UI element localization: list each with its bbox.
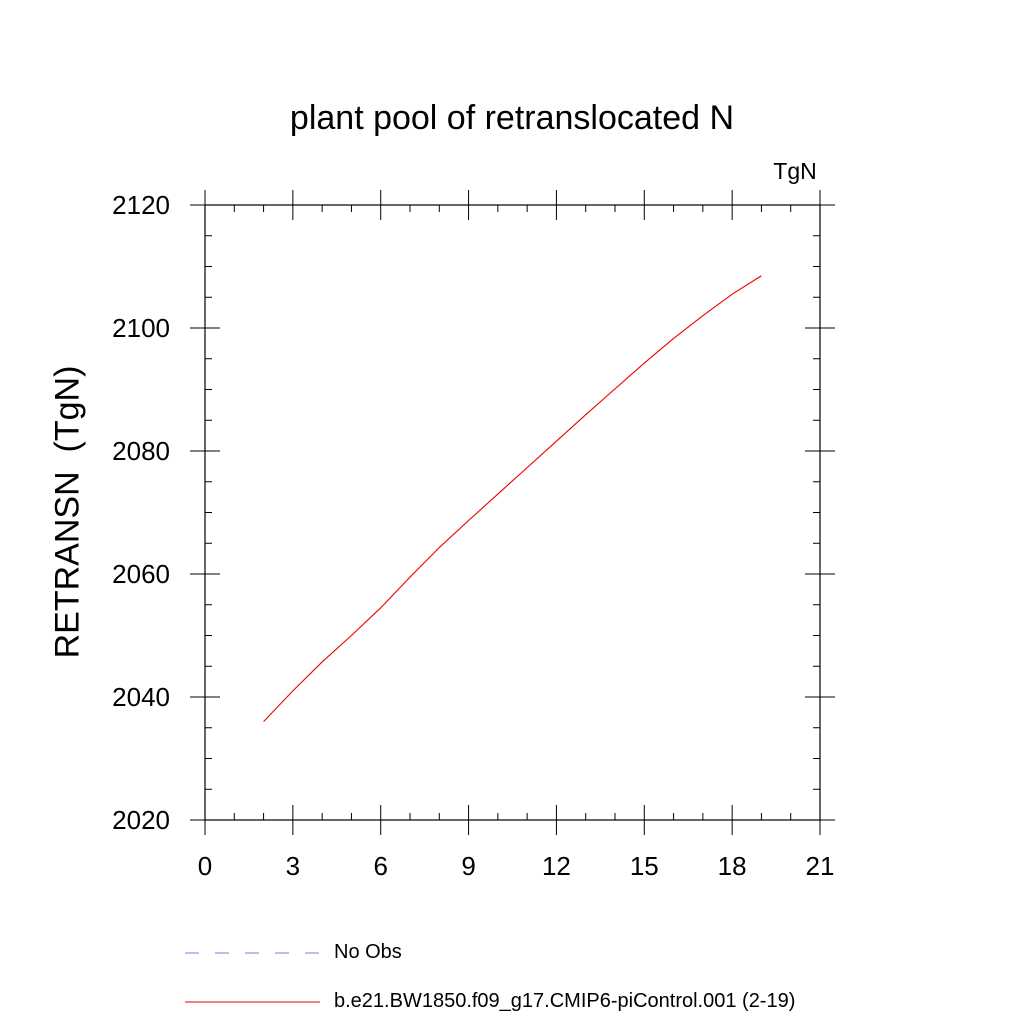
- x-tick-label: 6: [373, 851, 387, 881]
- series-lines: [263, 275, 762, 722]
- y-tick-label: 2080: [112, 436, 170, 466]
- y-tick-label: 2060: [112, 559, 170, 589]
- x-tick-label: 21: [806, 851, 835, 881]
- x-tick-label: 3: [286, 851, 300, 881]
- x-tick-label: 12: [542, 851, 571, 881]
- x-tick-label: 0: [198, 851, 212, 881]
- legend: [185, 952, 320, 1003]
- y-tick-label: 2120: [112, 190, 170, 220]
- x-tick-label: 15: [630, 851, 659, 881]
- y-tick-label: 2100: [112, 313, 170, 343]
- legend-label-no-obs: No Obs: [334, 941, 402, 963]
- axis-ticks: [190, 190, 835, 835]
- chart-title: plant pool of retranslocated N: [289, 99, 735, 137]
- x-tick-label: 9: [461, 851, 475, 881]
- units-label: TgN: [773, 158, 817, 184]
- tick-labels: 0 3 6 9 12 15 18 21 2020 2040 2060 2080 2100 2120: [112, 190, 834, 881]
- y-tick-label: 2020: [112, 805, 170, 835]
- y-tick-label: 2040: [112, 682, 170, 712]
- series-line-1: [263, 275, 762, 722]
- legend-label-model-run: b.e21.BW1850.f09_g17.CMIP6-piControl.001…: [334, 990, 796, 1012]
- x-tick-label: 18: [718, 851, 747, 881]
